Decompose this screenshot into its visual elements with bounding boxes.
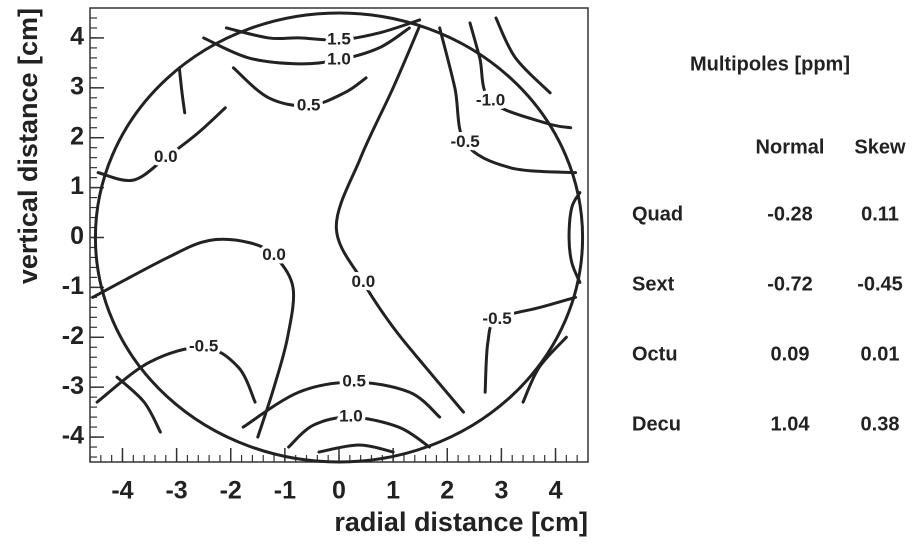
y-tick-label: 0: [70, 222, 84, 250]
x-tick-label: -2: [220, 477, 242, 505]
contour-label: -1.0: [476, 90, 505, 109]
row-name: Sext: [632, 273, 675, 295]
x-tick-label: 1: [386, 477, 400, 505]
cell: 1.04: [771, 413, 811, 435]
contour-line: [438, 26, 578, 175]
row-name: Decu: [632, 413, 681, 435]
column-header: Normal: [756, 136, 825, 158]
contour-line: [521, 335, 568, 404]
cell: 0.38: [861, 413, 900, 435]
contour-line: [91, 237, 296, 439]
table-title: Multipoles [ppm]: [690, 53, 850, 75]
y-tick-label: 3: [70, 72, 84, 100]
x-tick-label: 4: [549, 477, 563, 505]
contour-line: [494, 16, 552, 95]
contour-label: 0.0: [262, 245, 286, 264]
aperture-circle: [93, 11, 585, 464]
x-tick-label: -3: [165, 477, 187, 505]
contour-line: [468, 21, 573, 130]
contour-label: 1.0: [339, 407, 363, 426]
y-axis-title: vertical distance [cm]: [13, 8, 43, 284]
y-tick-label: 1: [70, 172, 84, 200]
contour-line: [317, 443, 395, 454]
contour-line: [202, 26, 411, 66]
contour-label: 1.5: [327, 29, 351, 48]
contour-line: [483, 295, 578, 394]
x-tick-label: -4: [111, 477, 133, 505]
cell: -0.72: [767, 273, 813, 295]
cell: -0.45: [857, 273, 903, 295]
contour-line: [115, 375, 162, 434]
x-tick-label: 3: [494, 477, 508, 505]
contour-label: 0.5: [297, 95, 321, 114]
cell: -0.28: [767, 203, 813, 225]
contour-label: 1.0: [327, 49, 351, 68]
contour-line: [567, 191, 582, 284]
y-tick-label: -1: [62, 272, 84, 300]
contour-label: 0.5: [342, 372, 366, 391]
cell: 0.11: [861, 203, 899, 225]
contour-line: [224, 18, 422, 42]
contour-line: [96, 106, 227, 183]
y-tick-label: 2: [70, 122, 84, 150]
contour-line: [177, 66, 187, 115]
contour-label: 0.0: [154, 147, 178, 166]
x-axis-title: radial distance [cm]: [334, 507, 588, 537]
x-tick-label: 0: [332, 477, 346, 505]
row-name: Octu: [632, 343, 678, 365]
contour-label: -0.5: [450, 132, 479, 151]
contour-line: [287, 415, 431, 449]
cell: 0.01: [861, 343, 900, 365]
x-tick-label: 2: [440, 477, 454, 505]
column-header: Skew: [854, 136, 906, 158]
y-tick-label: -3: [62, 372, 84, 400]
x-tick-label: -1: [274, 477, 296, 505]
contour-line: [231, 66, 368, 108]
contour-label: 0.0: [352, 272, 376, 291]
y-tick-label: -2: [62, 322, 84, 350]
contour-label: -0.5: [482, 309, 511, 328]
contour-line: [95, 345, 257, 404]
row-name: Quad: [632, 203, 683, 225]
y-tick-label: -4: [62, 422, 84, 450]
cell: 0.09: [771, 343, 810, 365]
contour-line: [334, 24, 465, 414]
y-tick-label: 4: [70, 23, 84, 51]
contour-line: [241, 380, 442, 429]
contour-label: -0.5: [189, 337, 218, 356]
